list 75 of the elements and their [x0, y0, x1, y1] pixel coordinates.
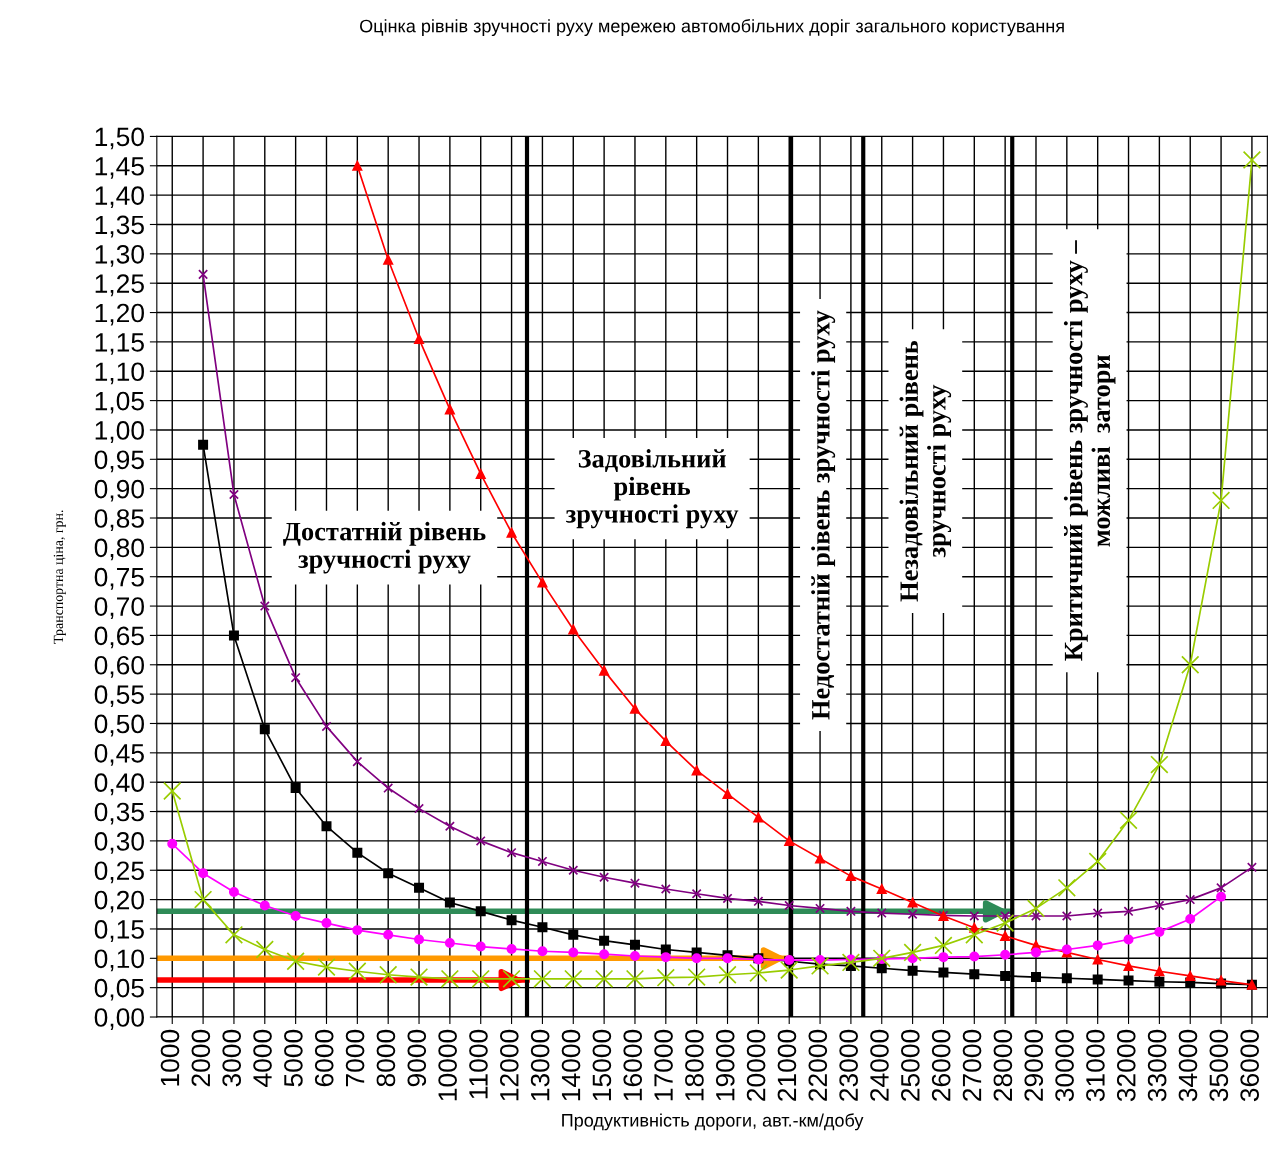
y-tick-label: 0,20: [94, 890, 144, 913]
y-tick-label: 0,45: [94, 743, 144, 766]
annotation: Критичний рівень зручності руху – можливі затори: [1063, 240, 1116, 661]
y-tick-label: 0,70: [94, 597, 144, 620]
x-tick-label: 8000: [376, 1029, 396, 1087]
x-axis-title: Продуктивність дороги, авт.-км/добу: [562, 1113, 864, 1131]
y-tick-label: 0,10: [94, 949, 144, 972]
x-tick-label: 36000: [1240, 1029, 1260, 1102]
y-tick-label: 1,05: [95, 391, 144, 414]
x-tick-label: 3000: [222, 1029, 242, 1087]
x-tick-label: 15000: [592, 1029, 612, 1101]
x-tick-label: 20000: [746, 1029, 766, 1101]
x-tick-label: 32000: [1116, 1029, 1136, 1102]
y-tick-label: 0,65: [94, 626, 144, 649]
x-tick-label: 1000: [160, 1029, 180, 1086]
y-tick-label: 0,00: [94, 1008, 144, 1030]
x-tick-label: 19000: [715, 1029, 735, 1101]
x-tick-label: 13000: [530, 1029, 550, 1101]
annotation: Задовільний рівень зручності руху: [565, 449, 739, 529]
x-tick-label: 5000: [284, 1029, 303, 1087]
y-tick-label: 1,25: [95, 274, 144, 297]
x-tick-label: 27000: [962, 1029, 982, 1101]
x-tick-label: 17000: [654, 1029, 673, 1101]
y-tick-label: 0,60: [94, 655, 144, 678]
y-axis-title: Транспортна ціна, грн.: [53, 510, 66, 644]
x-tick-label: 25000: [901, 1029, 920, 1101]
y-tick-label: 0,90: [94, 479, 144, 502]
x-tick-label: 6000: [314, 1029, 334, 1087]
x-tick-label: 11000: [469, 1029, 488, 1099]
y-tick-label: 0,55: [94, 685, 144, 708]
chart-title: Оцінка рівнів зручності руху мережею автомобільних доріг загального користування: [360, 19, 1064, 36]
x-tick-label: 28000: [993, 1029, 1013, 1101]
y-tick-label: 0,85: [94, 509, 144, 531]
x-tick-label: 9000: [407, 1029, 427, 1087]
x-tick-label: 29000: [1024, 1029, 1044, 1101]
x-tick-label: 24000: [870, 1029, 889, 1101]
y-tick-label: 0,80: [94, 538, 144, 561]
x-tick-label: 4000: [253, 1029, 272, 1087]
y-tick-label: 1,15: [95, 333, 144, 355]
y-tick-label: 1,45: [95, 157, 144, 179]
y-tick-label: 0,35: [94, 802, 144, 825]
x-tick-label: 12000: [499, 1029, 519, 1101]
x-tick-label: 14000: [561, 1029, 581, 1101]
x-tick-label: 18000: [685, 1029, 704, 1101]
x-tick-label: 7000: [345, 1029, 365, 1087]
x-tick-label: 16000: [623, 1029, 643, 1101]
y-tick-label: 1,30: [95, 244, 144, 267]
annotation: Достатній рівень зручності руху: [282, 521, 486, 574]
y-tick-label: 0,95: [94, 450, 144, 473]
x-tick-label: 33000: [1147, 1029, 1167, 1102]
y-tick-label: 1,00: [95, 421, 144, 443]
x-tick-label: 10000: [438, 1029, 457, 1101]
y-tick-label: 0,30: [94, 832, 144, 854]
y-tick-label: 1,35: [95, 215, 144, 238]
x-tick-label: 34000: [1178, 1029, 1198, 1102]
y-tick-label: 1,40: [95, 186, 144, 209]
annotation: Незадовільний рівень зручності руху: [899, 340, 952, 602]
x-tick-label: 23000: [839, 1029, 858, 1101]
y-tick-label: 1,50: [95, 127, 144, 150]
x-tick-label: 35000: [1209, 1029, 1229, 1102]
x-tick-label: 26000: [931, 1029, 951, 1101]
y-tick-label: 0,15: [94, 920, 144, 942]
y-tick-label: 0,05: [94, 978, 144, 1001]
x-tick-label: 22000: [808, 1029, 828, 1101]
y-tick-label: 0,50: [94, 714, 144, 737]
x-tick-label: 2000: [191, 1029, 211, 1087]
annotation: Недостатній рівень зручності руху: [811, 310, 836, 720]
y-tick-label: 0,40: [94, 773, 144, 796]
y-tick-label: 0,75: [94, 567, 144, 590]
x-tick-label: 31000: [1086, 1029, 1105, 1102]
x-tick-label: 30000: [1055, 1029, 1074, 1102]
y-tick-label: 0,25: [94, 861, 144, 884]
x-tick-label: 21000: [777, 1029, 797, 1101]
y-tick-label: 1,20: [95, 303, 144, 326]
y-tick-label: 1,10: [95, 362, 144, 385]
